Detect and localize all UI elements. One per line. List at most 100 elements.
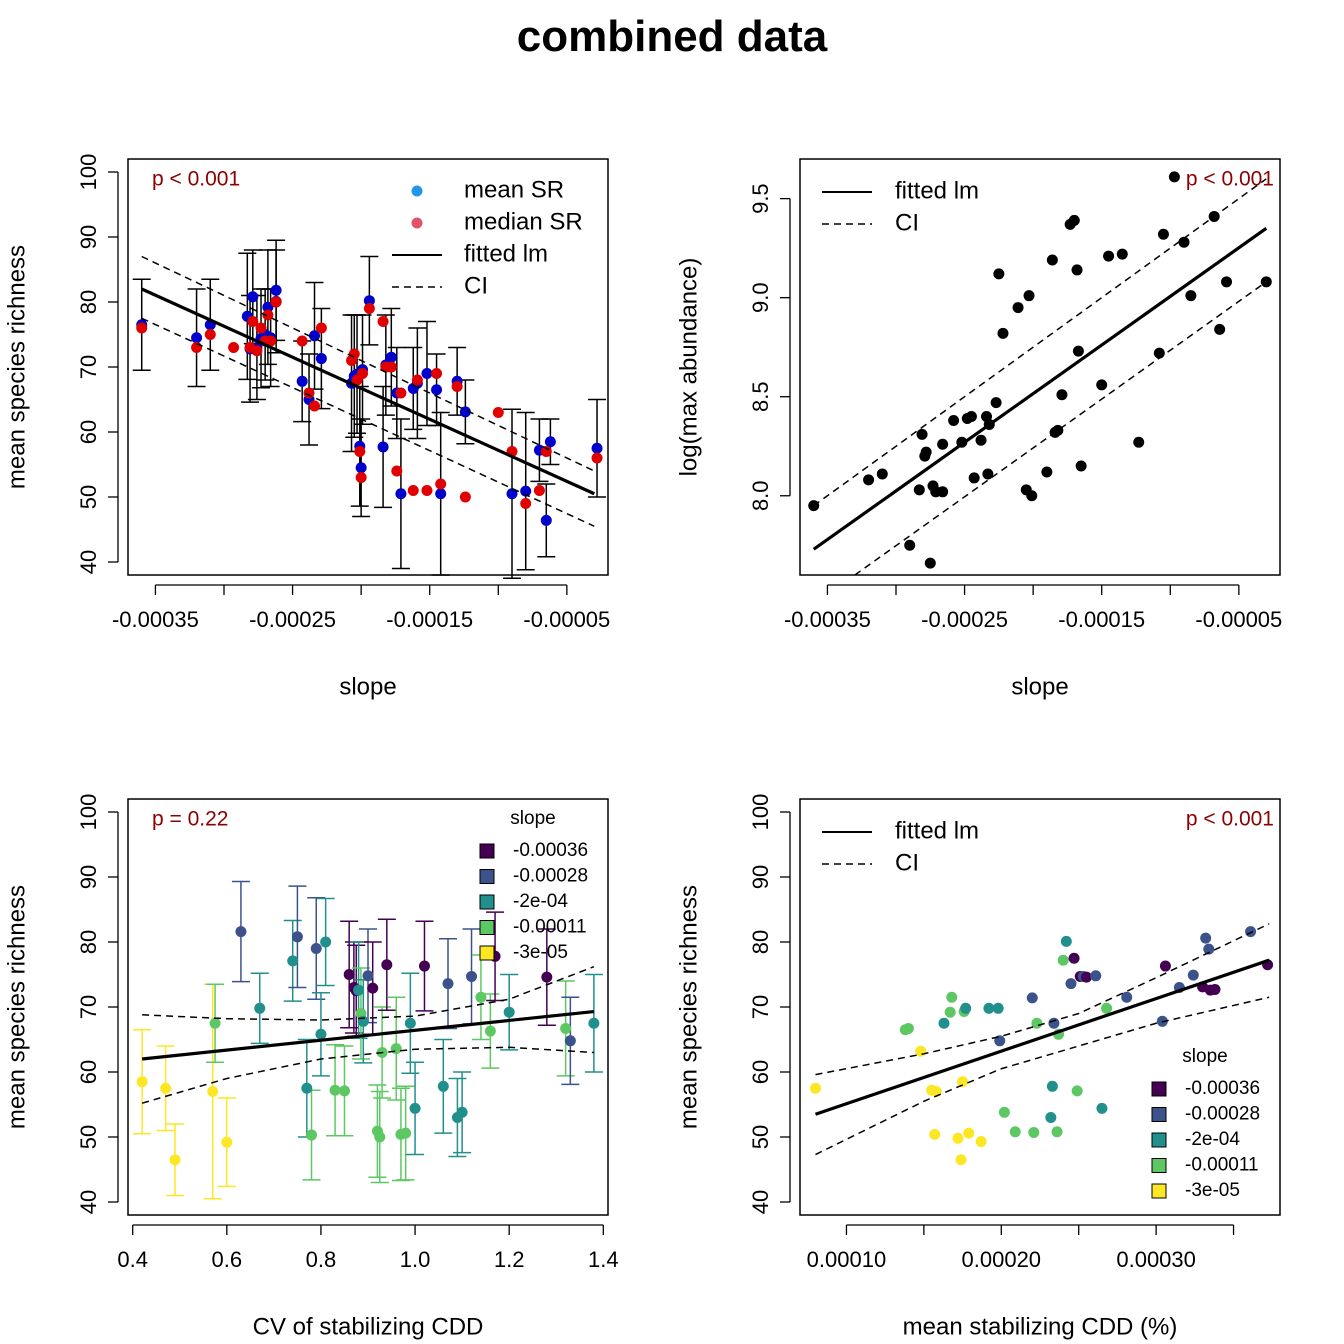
x-axis-label: mean stabilizing CDD (%): [903, 1313, 1178, 1340]
data-point: [1116, 248, 1128, 260]
data-point: [1028, 1126, 1040, 1138]
data-point: [902, 1022, 914, 1034]
data-point: [296, 375, 308, 387]
panel-slope-vs-richness: -0.00035 -0.00025 -0.00015 -0.00005 slope 40 5…: [3, 154, 610, 701]
y-axis-label: log(max abundance): [675, 258, 702, 477]
data-point: [1051, 1126, 1063, 1138]
data-point: [310, 943, 322, 954]
data-point: [1168, 171, 1180, 183]
data-point: [924, 557, 936, 569]
data-point: [1048, 1017, 1060, 1029]
data-point: [235, 926, 247, 938]
data-point: [357, 1015, 369, 1027]
data-point: [254, 1002, 266, 1014]
data-point: [348, 348, 360, 360]
data-point: [390, 1043, 402, 1055]
data-point: [1045, 1112, 1057, 1123]
p-value-label: p < 0.001: [152, 168, 240, 191]
color-legend-entry: -0.00036: [513, 840, 588, 861]
data-point: [1133, 436, 1145, 448]
data-point: [809, 1082, 821, 1094]
x-axis-label: slope: [339, 673, 396, 700]
data-point: [957, 1076, 969, 1088]
data-point: [1031, 1017, 1043, 1029]
data-point: [975, 434, 987, 446]
data-point: [998, 1106, 1010, 1118]
data-point: [265, 335, 277, 347]
data-point: [1075, 460, 1087, 472]
data-point: [520, 485, 532, 497]
ci-lower-line: [854, 281, 1267, 575]
color-legend-entry: -2e-04: [513, 891, 568, 912]
data-point: [1187, 969, 1199, 981]
color-legend-entry: -0.00028: [513, 866, 588, 887]
data-point: [938, 1017, 950, 1029]
data-point: [381, 959, 393, 971]
data-point: [965, 411, 977, 423]
data-point: [355, 472, 367, 483]
data-point: [418, 960, 430, 972]
color-legend-entry: -2e-04: [1185, 1129, 1240, 1150]
data-point: [1012, 302, 1024, 314]
data-point: [209, 1017, 221, 1029]
ci-upper-line: [813, 178, 1267, 507]
color-legend-swatch: [1151, 1183, 1167, 1199]
data-point: [1071, 264, 1083, 276]
data-point: [1026, 490, 1038, 502]
color-legend-entry: -0.00028: [1185, 1104, 1260, 1125]
color-legend-title: slope: [510, 808, 555, 829]
data-point: [309, 400, 321, 412]
data-point: [929, 1128, 941, 1140]
data-point: [301, 1082, 313, 1094]
data-point: [437, 1080, 449, 1092]
legend-entry: fitted lm: [895, 817, 979, 844]
x-tick-label: 0.4: [117, 1247, 148, 1272]
fit-line: [814, 958, 1270, 1116]
y-tick-label: 90: [748, 865, 773, 889]
color-legend-entry: -0.00011: [1185, 1155, 1259, 1176]
data-point: [997, 327, 1009, 339]
legend-marker-mean: [411, 185, 423, 197]
data-point: [588, 1017, 600, 1029]
x-tick-label: 0.00030: [1116, 1247, 1196, 1272]
data-point: [355, 462, 367, 474]
data-point: [421, 485, 433, 496]
data-point: [466, 970, 478, 982]
data-point: [937, 438, 949, 450]
y-tick-label: 90: [76, 865, 101, 889]
data-point: [541, 971, 553, 983]
color-legend-swatch: [1151, 1107, 1167, 1122]
data-point: [863, 474, 875, 486]
data-point: [363, 295, 375, 307]
data-point: [136, 322, 148, 334]
color-legend-title: slope: [1182, 1046, 1227, 1067]
panel-mean-cdd-vs-richness: 0.00010 0.00020 0.00030 mean stabilizing CD…: [675, 794, 1281, 1340]
y-axis-label: mean species richness: [675, 885, 702, 1129]
data-point: [1046, 1080, 1058, 1092]
data-point: [492, 407, 504, 418]
data-point: [993, 268, 1005, 280]
legend-entry: fitted lm: [895, 177, 979, 204]
ci-upper-line: [815, 923, 1270, 1076]
data-point: [1046, 254, 1058, 266]
y-tick-label: 100: [748, 794, 773, 831]
legend-entry: CI: [464, 272, 488, 299]
data-point: [560, 1022, 572, 1034]
x-tick-label: 0.00020: [962, 1247, 1042, 1272]
data-point: [374, 1131, 386, 1143]
data-point: [270, 296, 282, 308]
data-point: [354, 446, 366, 457]
data-point: [913, 484, 925, 496]
color-legend-swatch: [479, 843, 495, 859]
data-point: [306, 1129, 318, 1141]
data-point: [1203, 943, 1215, 955]
x-tick-label: -0.00015: [1058, 607, 1145, 632]
color-legend-swatch: [1151, 1158, 1167, 1173]
data-point: [1221, 276, 1233, 288]
data-point: [968, 472, 980, 484]
color-legend-entry: -0.00011: [513, 917, 587, 938]
legend-marker-median: [411, 217, 423, 229]
data-point: [1096, 1102, 1108, 1114]
data-point: [503, 1006, 515, 1018]
p-value-label: p = 0.22: [152, 808, 228, 831]
